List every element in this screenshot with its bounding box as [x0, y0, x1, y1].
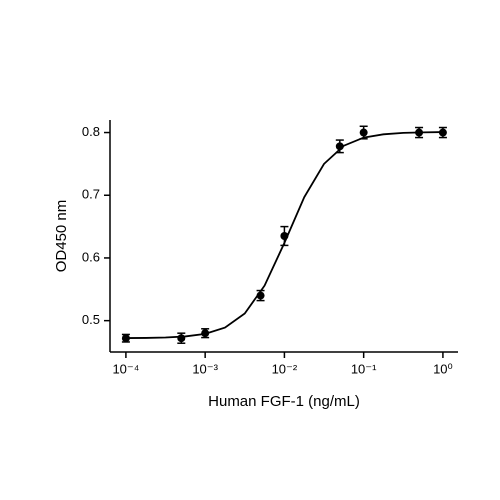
y-tick-label: 0.6	[82, 249, 100, 264]
data-point	[280, 232, 289, 240]
data-point	[438, 128, 447, 137]
data-point	[359, 128, 368, 137]
y-tick-label: 0.8	[82, 124, 100, 139]
data-point	[415, 128, 424, 137]
x-tick-label: 10⁻²	[272, 361, 298, 376]
x-tick-label: 10⁻³	[192, 361, 218, 376]
data-point	[201, 329, 210, 338]
x-tick-label: 10⁻⁴	[112, 361, 139, 376]
data-point	[335, 142, 344, 151]
x-tick-label: 10⁻¹	[351, 361, 377, 376]
data-point	[177, 334, 186, 343]
y-tick-label: 0.5	[82, 312, 100, 327]
data-point	[256, 291, 265, 300]
data-point	[121, 334, 130, 343]
x-tick-label: 10⁰	[433, 361, 453, 376]
y-tick-label: 0.7	[82, 187, 100, 202]
y-axis-title: OD450 nm	[53, 200, 70, 273]
x-axis-title: Human FGF-1 (ng/mL)	[208, 393, 360, 410]
